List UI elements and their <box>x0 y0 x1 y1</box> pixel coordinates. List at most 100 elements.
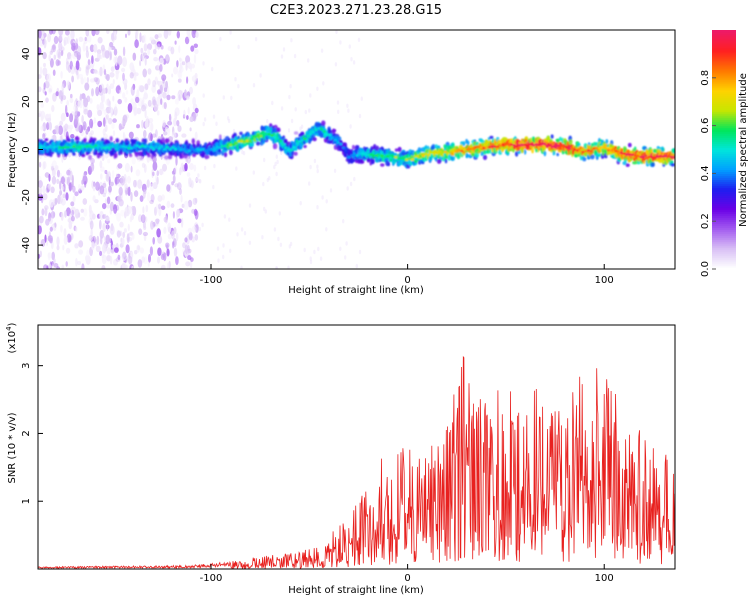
spectrogram-noise-cell <box>122 46 126 57</box>
spectrogram-noise-cell <box>339 246 342 251</box>
spectrogram-noise-cell <box>142 206 145 214</box>
colorbar-step <box>712 85 736 89</box>
colorbar-step <box>712 55 736 59</box>
spectrogram-ridge-core <box>482 146 486 150</box>
spectrogram-ridge-core <box>463 148 467 151</box>
colorbar-step <box>712 203 736 206</box>
spectrogram-noise-cell <box>54 197 58 205</box>
spectrogram-noise-cell <box>152 237 155 245</box>
spectrogram-noise-cell <box>53 54 57 60</box>
spectrogram-ridge-core <box>625 153 629 156</box>
spectrogram-noise-cell <box>139 32 142 43</box>
colorbar-step <box>712 105 736 109</box>
spectrogram-ridge-cell <box>48 150 51 156</box>
spectrogram-noise-cell <box>66 233 72 243</box>
spectrogram-noise-cell <box>136 89 140 100</box>
spectrogram-noise-cell <box>56 169 61 178</box>
spectrogram-ridge-cell <box>184 141 189 146</box>
spectrogram-noise-cell <box>114 247 119 253</box>
spectrogram-noise-cell <box>170 46 175 55</box>
colorbar-step <box>712 37 736 41</box>
spectrogram-ridge-core <box>589 149 593 153</box>
spectrogram-ridge-core <box>474 146 478 149</box>
spectrogram-ridge-core <box>297 140 302 143</box>
spectrogram-noise-cell <box>153 103 159 112</box>
spectrogram-ridge-core <box>369 153 373 156</box>
spectrogram-noise-cell <box>75 38 79 45</box>
colorbar-step <box>712 171 736 174</box>
spectrogram-noise-cell <box>346 103 349 109</box>
spectrogram-noise-cell <box>51 160 57 169</box>
colorbar-step <box>712 67 736 71</box>
spectrogram-ridge-core <box>617 151 621 155</box>
spectrogram-ridge-core <box>286 148 291 151</box>
colorbar-step <box>712 235 736 238</box>
spectrogram-noise-cell <box>62 244 65 251</box>
spectrogram-noise-cell <box>156 203 159 213</box>
spectrogram-ridge-core <box>584 149 588 153</box>
spectrogram-noise-cell <box>171 230 175 240</box>
colorbar-step <box>712 199 736 202</box>
spectrogram-ridge-core <box>119 145 123 149</box>
spectrogram-noise-cell <box>321 195 324 200</box>
spectrogram-noise-cell <box>90 162 95 172</box>
spectrogram-ridge-core <box>127 146 131 150</box>
spectrogram-noise-cell <box>38 225 42 235</box>
spectrogram-noise-cell <box>320 48 324 53</box>
spectrogram-noise-cell <box>177 93 182 102</box>
spectrogram-noise-cell <box>63 36 69 45</box>
spectrogram-noise-cell <box>57 51 62 60</box>
spectrogram-noise-cell <box>131 233 135 240</box>
spectrogram-noise-cell <box>229 30 232 35</box>
spectrogram-ridge-core <box>664 154 668 158</box>
spectrogram-noise-cell <box>337 109 340 115</box>
spectrogram-ridge-core <box>603 146 607 149</box>
colorbar-step <box>712 251 736 254</box>
spectrogram-noise-cell <box>84 82 90 91</box>
spectrogram-noise-cell <box>71 52 77 60</box>
spectrogram-noise-cell <box>153 48 157 55</box>
spectrogram-noise-cell <box>42 132 47 137</box>
spectrogram-ridge-cell <box>303 144 307 149</box>
spectrogram-noise-cell <box>113 106 118 116</box>
spectrogram-ridge-cell <box>523 139 528 143</box>
spectrogram-noise-cell <box>65 30 70 36</box>
colorbar-step <box>712 185 736 188</box>
spectrogram-noise-cell <box>62 193 66 199</box>
spectrogram-noise-cell <box>165 80 169 90</box>
spectrogram-noise-cell <box>92 213 96 220</box>
spectrogram-ridge-core <box>402 157 406 160</box>
spectrogram-noise-cell <box>228 217 231 222</box>
spectrogram-noise-cell <box>62 95 67 101</box>
spectrogram-ridge-core <box>44 146 48 149</box>
spectrogram-noise-cell <box>171 181 175 186</box>
spectrogram-noise-cell <box>175 232 179 242</box>
spectrogram-ridge-core <box>47 145 51 149</box>
spectrogram-noise-cell <box>275 266 279 269</box>
spectrogram-ridge-cell <box>104 150 109 154</box>
spectrogram-noise-cell <box>83 76 86 85</box>
spectrogram-noise-cell <box>103 117 106 127</box>
figure-title: C2E3.2023.271.23.28.G15 <box>270 3 442 18</box>
spectrogram-ridge-layer <box>38 120 675 169</box>
spectrogram-noise-cell <box>248 203 252 208</box>
colorbar-step <box>712 123 736 127</box>
spectrogram-noise-cell <box>280 106 284 111</box>
spectrogram-noise-cell <box>289 84 292 89</box>
spectrogram-noise-cell <box>135 30 139 37</box>
spectrogram-noise-cell <box>102 93 106 103</box>
spectrogram-noise-cell <box>91 30 96 37</box>
spectrogram-ridge-core <box>501 143 505 146</box>
spectrogram-ridge-core <box>672 155 675 159</box>
spectrogram-noise-cell <box>162 163 167 172</box>
spectrogram-noise-cell <box>125 90 129 95</box>
spectrogram-ridge-cell <box>247 132 250 138</box>
spectrogram-noise-cell <box>70 30 75 40</box>
spectrogram-ridge-cell <box>83 137 87 144</box>
spectrogram-ridge-core <box>408 157 412 161</box>
spectrogram-ridge-cell <box>462 141 466 147</box>
spectrogram-noise-cell <box>139 60 142 67</box>
colorbar-step <box>712 115 736 119</box>
spectrogram-noise-cell <box>95 245 101 252</box>
